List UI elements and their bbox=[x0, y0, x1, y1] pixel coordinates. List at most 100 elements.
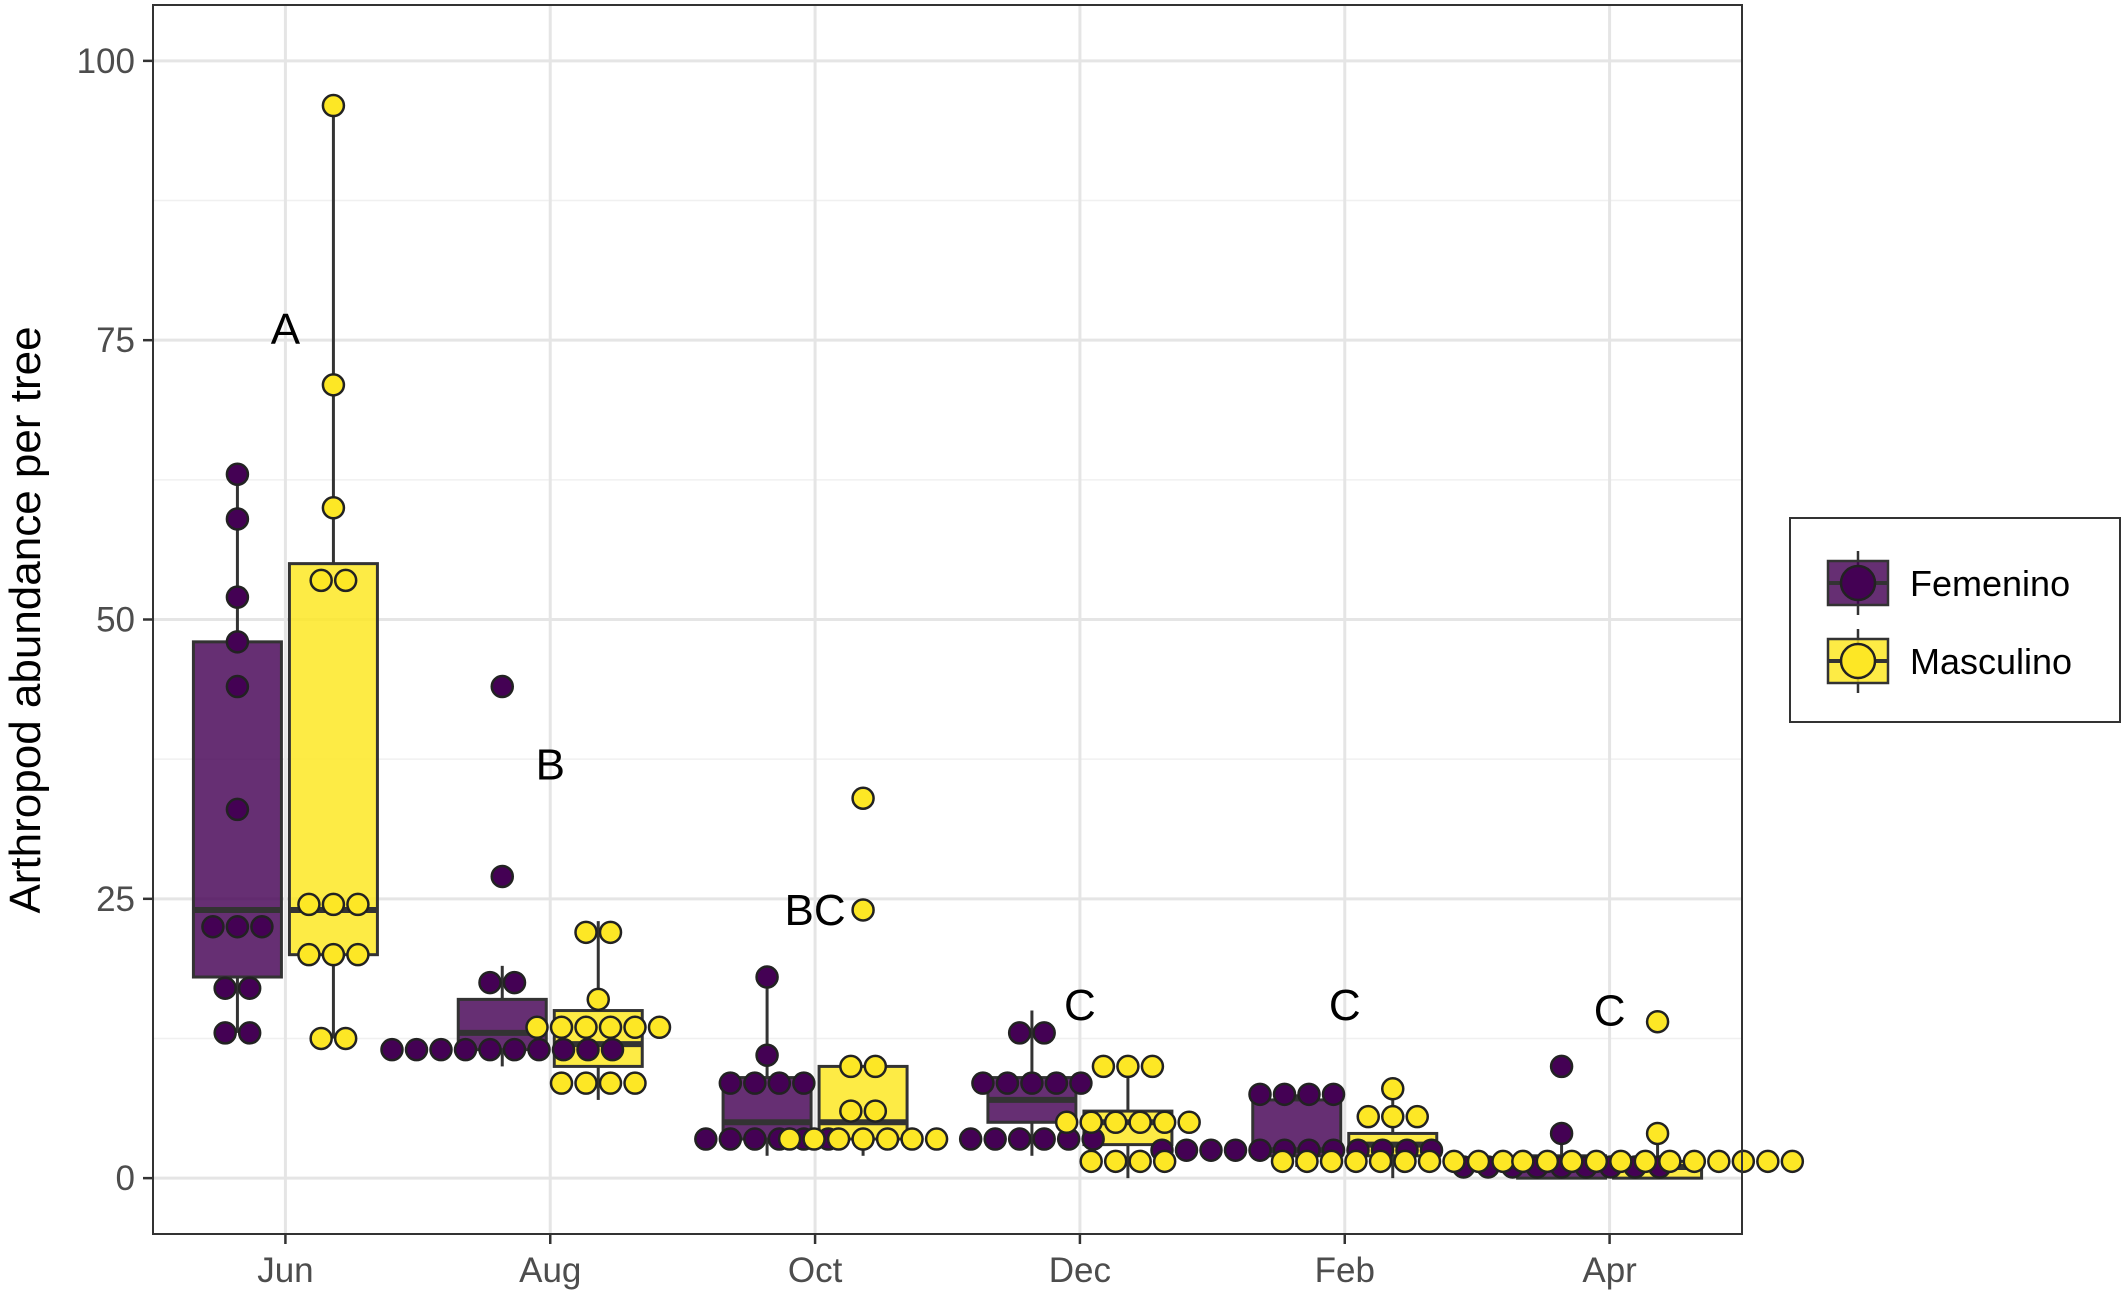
data-point bbox=[755, 965, 779, 989]
data-point bbox=[380, 1037, 404, 1062]
data-point bbox=[429, 1037, 453, 1062]
data-point bbox=[1682, 1149, 1707, 1174]
data-point bbox=[802, 1127, 826, 1151]
data-point bbox=[1584, 1149, 1609, 1174]
data-point bbox=[1128, 1149, 1152, 1174]
data-point bbox=[321, 892, 346, 917]
data-point bbox=[1658, 1149, 1682, 1174]
data-point bbox=[1297, 1082, 1321, 1107]
data-point bbox=[851, 786, 875, 811]
data-point bbox=[995, 1071, 1020, 1095]
data-point bbox=[743, 1071, 767, 1095]
data-point bbox=[478, 1037, 502, 1062]
data-point bbox=[1103, 1110, 1128, 1135]
data-point bbox=[1731, 1149, 1756, 1174]
data-point bbox=[1272, 1082, 1297, 1107]
data-point bbox=[1491, 1149, 1515, 1174]
box-masculino-oct bbox=[817, 1064, 909, 1141]
data-point bbox=[1007, 1127, 1032, 1151]
data-point bbox=[1295, 1149, 1319, 1174]
data-point bbox=[1321, 1082, 1346, 1107]
data-point bbox=[1079, 1149, 1103, 1174]
plot-points bbox=[201, 93, 1805, 1179]
data-point bbox=[1393, 1149, 1417, 1174]
annotation-letter: BC bbox=[785, 886, 846, 935]
y-axis-title: Arthropod abundance per tree bbox=[1, 326, 50, 913]
legend-label: Femenino bbox=[1910, 563, 2070, 604]
data-point bbox=[346, 942, 370, 967]
y-tick-label: 50 bbox=[96, 601, 135, 640]
data-point bbox=[225, 915, 250, 939]
annotation-letter: C bbox=[1594, 987, 1626, 1036]
data-point bbox=[213, 976, 237, 1000]
data-point bbox=[321, 942, 346, 967]
data-point bbox=[1319, 1149, 1344, 1174]
data-point bbox=[1140, 1054, 1165, 1079]
data-point bbox=[225, 462, 250, 487]
data-point bbox=[1466, 1149, 1491, 1174]
data-point bbox=[598, 1015, 623, 1040]
data-point bbox=[971, 1071, 995, 1095]
data-point bbox=[1091, 1054, 1116, 1079]
data-point bbox=[826, 1127, 851, 1151]
data-point bbox=[225, 797, 250, 822]
data-point bbox=[1356, 1104, 1380, 1129]
data-point bbox=[297, 892, 321, 917]
data-point bbox=[1609, 1149, 1633, 1174]
data-point bbox=[1177, 1110, 1201, 1135]
data-point bbox=[225, 507, 250, 531]
data-point bbox=[551, 1037, 576, 1062]
data-point bbox=[549, 1071, 574, 1095]
data-point bbox=[1032, 1127, 1056, 1151]
data-point bbox=[1645, 1009, 1670, 1034]
data-point bbox=[1511, 1149, 1535, 1174]
data-point bbox=[1756, 1149, 1780, 1174]
data-point bbox=[1344, 1149, 1368, 1174]
data-point bbox=[958, 1127, 983, 1151]
data-point bbox=[718, 1071, 743, 1095]
x-tick-label: Aug bbox=[519, 1251, 581, 1290]
data-point bbox=[1381, 1077, 1405, 1101]
data-point bbox=[839, 1054, 863, 1079]
data-point bbox=[1199, 1138, 1223, 1162]
box-masculino-jun bbox=[287, 562, 379, 957]
data-point bbox=[297, 942, 321, 967]
data-point bbox=[718, 1127, 743, 1151]
data-point bbox=[321, 93, 346, 118]
data-point bbox=[213, 1021, 237, 1045]
data-point bbox=[225, 630, 250, 654]
data-point bbox=[694, 1127, 718, 1151]
data-point bbox=[1007, 1021, 1032, 1045]
data-point bbox=[1128, 1110, 1152, 1135]
significance-letters: A B BC C C C bbox=[271, 305, 1626, 1036]
data-point bbox=[1645, 1121, 1670, 1146]
data-point bbox=[527, 1037, 551, 1062]
data-point bbox=[309, 1026, 333, 1051]
data-point bbox=[333, 568, 358, 593]
legend-box bbox=[1789, 517, 2121, 723]
data-point bbox=[1054, 1110, 1079, 1135]
data-point bbox=[598, 920, 623, 945]
data-point bbox=[777, 1127, 802, 1151]
legend-key-point bbox=[1839, 642, 1877, 680]
data-point bbox=[478, 970, 502, 995]
axes: 0 25 50 75 100 Jun Aug Oct Dec Feb Apr bbox=[77, 42, 1638, 1290]
data-point bbox=[225, 674, 250, 699]
data-point bbox=[490, 864, 514, 889]
legend-key-point bbox=[1839, 564, 1877, 602]
data-point bbox=[1152, 1110, 1177, 1135]
data-point bbox=[1535, 1149, 1560, 1174]
data-point bbox=[574, 1071, 598, 1095]
data-point bbox=[1103, 1149, 1128, 1174]
data-point bbox=[1549, 1054, 1574, 1079]
x-tick-label: Jun bbox=[257, 1251, 313, 1290]
data-point bbox=[1707, 1149, 1731, 1174]
data-point bbox=[743, 1127, 767, 1151]
data-point bbox=[250, 915, 274, 939]
data-point bbox=[1116, 1054, 1140, 1079]
data-point bbox=[851, 1127, 875, 1151]
y-tick-label: 25 bbox=[96, 880, 135, 919]
data-point bbox=[1020, 1071, 1044, 1095]
data-point bbox=[623, 1071, 647, 1095]
